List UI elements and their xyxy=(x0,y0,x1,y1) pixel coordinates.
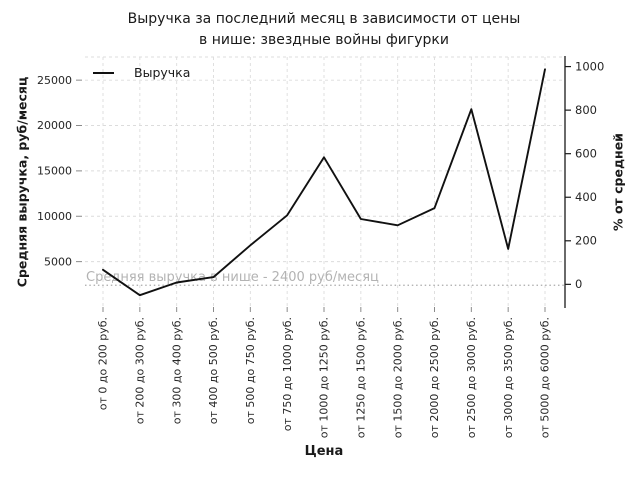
x-tick-label: от 750 до 1000 руб. xyxy=(281,317,294,431)
x-tick-label: от 400 до 500 руб. xyxy=(207,317,220,424)
x-tick-label: от 3000 до 3500 руб. xyxy=(502,317,515,438)
y-tick-label-left: 25000 xyxy=(37,74,72,87)
legend: Выручка xyxy=(93,65,190,80)
x-tick-label: от 1000 до 1250 руб. xyxy=(318,317,331,438)
y-axis-label-left: Средняя выручка, руб/месяц xyxy=(14,76,30,288)
y-tick-label-right: 800 xyxy=(575,103,597,117)
x-tick-label: от 300 до 400 руб. xyxy=(170,317,183,424)
y-tick-label-right: 400 xyxy=(575,190,597,204)
y-tick-label-right: 1000 xyxy=(575,59,604,73)
y-tick-label-right: 200 xyxy=(575,234,597,248)
y-axis-label-right: % от средней xyxy=(610,133,626,231)
x-tick-label: от 2500 до 3000 руб. xyxy=(465,317,478,438)
x-tick-label: от 200 до 300 руб. xyxy=(133,317,146,424)
x-tick-label: от 2000 до 2500 руб. xyxy=(428,317,441,438)
x-tick-label: от 0 до 200 руб. xyxy=(97,317,110,410)
x-tick-label: от 1500 до 2000 руб. xyxy=(391,317,404,438)
average-annotation: Средняя выручка в нише - 2400 руб/месяц xyxy=(86,270,379,285)
y-tick-label-left: 5000 xyxy=(44,255,72,268)
y-tick-label-right: 600 xyxy=(575,146,597,160)
x-tick-label: от 5000 до 6000 руб. xyxy=(539,317,552,438)
chart-title: Выручка за последний месяц в зависимости… xyxy=(127,11,521,48)
x-tick-label: от 1250 до 1500 руб. xyxy=(354,317,367,438)
legend-line-sample xyxy=(93,71,114,74)
y-tick-label-left: 10000 xyxy=(37,210,72,223)
y-tick-label-left: 20000 xyxy=(37,119,72,132)
revenue-line xyxy=(102,68,546,297)
x-tick-label: от 500 до 750 руб. xyxy=(244,317,257,424)
y-tick-label-left: 15000 xyxy=(37,165,72,178)
legend-label: Выручка xyxy=(134,65,191,80)
y-tick-label-right: 0 xyxy=(575,277,582,291)
x-axis-label: Цена xyxy=(304,444,344,459)
